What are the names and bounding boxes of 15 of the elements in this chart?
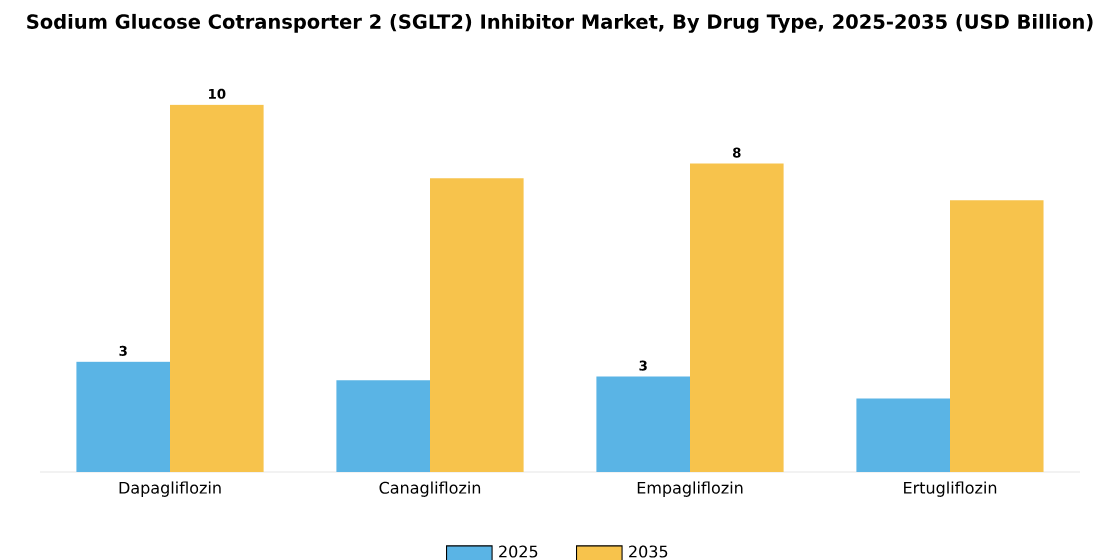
bar — [690, 163, 784, 472]
x-tick-label: Empagliflozin — [637, 481, 743, 497]
legend-label: 2035 — [629, 545, 668, 558]
bar — [596, 376, 690, 472]
bar — [76, 361, 171, 472]
bar — [336, 380, 431, 472]
chart-title: Sodium Glucose Cotransporter 2 (SGLT2) Inhibitor Market, By Drug Type, 2025-2035 (USD Billion) — [27, 13, 1093, 33]
legend-label: 2025 — [499, 545, 538, 558]
x-tick-label: Ertugliflozin — [904, 481, 997, 497]
bar — [856, 398, 950, 472]
bar — [170, 104, 264, 472]
bar — [430, 178, 524, 472]
x-tick-label: Canagliflozin — [379, 481, 481, 497]
bar — [950, 200, 1044, 472]
x-tick-label: Dapagliflozin — [119, 481, 221, 497]
